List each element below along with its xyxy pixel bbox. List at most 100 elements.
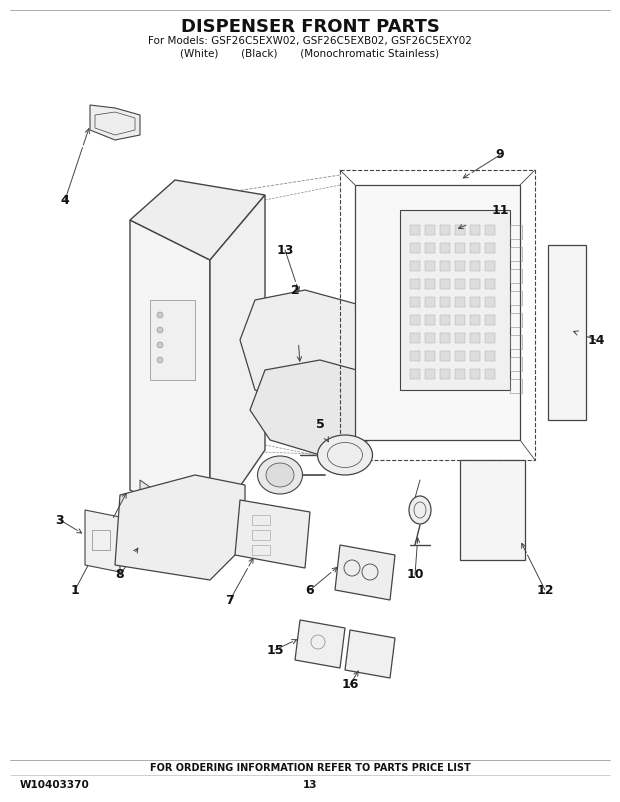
- Text: W10403370: W10403370: [20, 780, 90, 790]
- Bar: [470, 225, 480, 235]
- Bar: [410, 369, 420, 379]
- Bar: [425, 333, 435, 343]
- FancyBboxPatch shape: [355, 185, 520, 440]
- Bar: [470, 315, 480, 325]
- Bar: [410, 243, 420, 253]
- Bar: [485, 225, 495, 235]
- Bar: [510, 291, 522, 305]
- Bar: [455, 351, 465, 361]
- Bar: [455, 261, 465, 271]
- Bar: [510, 379, 522, 393]
- Bar: [410, 351, 420, 361]
- Bar: [252, 530, 270, 540]
- Polygon shape: [130, 180, 265, 260]
- Polygon shape: [210, 195, 265, 530]
- Ellipse shape: [317, 435, 373, 475]
- Polygon shape: [235, 500, 310, 568]
- Bar: [485, 369, 495, 379]
- Bar: [440, 297, 450, 307]
- Bar: [410, 225, 420, 235]
- Text: eReplacementParts.com: eReplacementParts.com: [162, 420, 418, 440]
- Bar: [425, 297, 435, 307]
- Text: 3: 3: [56, 513, 64, 526]
- Text: DISPENSER FRONT PARTS: DISPENSER FRONT PARTS: [180, 18, 440, 36]
- Bar: [510, 335, 522, 349]
- Bar: [470, 261, 480, 271]
- Bar: [410, 261, 420, 271]
- Text: 7: 7: [226, 593, 234, 606]
- Bar: [425, 243, 435, 253]
- Ellipse shape: [409, 496, 431, 524]
- Text: 14: 14: [587, 334, 604, 346]
- Bar: [485, 243, 495, 253]
- Text: 6: 6: [306, 584, 314, 597]
- Bar: [440, 369, 450, 379]
- Polygon shape: [115, 475, 245, 580]
- Text: 2: 2: [291, 283, 299, 297]
- Ellipse shape: [257, 456, 303, 494]
- Bar: [455, 297, 465, 307]
- FancyBboxPatch shape: [548, 245, 586, 420]
- Circle shape: [157, 357, 163, 363]
- Bar: [425, 369, 435, 379]
- FancyBboxPatch shape: [460, 460, 525, 560]
- Bar: [455, 279, 465, 289]
- Polygon shape: [140, 480, 210, 545]
- Circle shape: [157, 312, 163, 318]
- Bar: [440, 243, 450, 253]
- Bar: [455, 369, 465, 379]
- Bar: [252, 515, 270, 525]
- Bar: [485, 333, 495, 343]
- Text: 15: 15: [266, 643, 284, 657]
- Bar: [410, 333, 420, 343]
- Text: 8: 8: [116, 569, 125, 581]
- FancyBboxPatch shape: [150, 300, 195, 380]
- Bar: [92, 530, 110, 550]
- Text: 9: 9: [495, 148, 504, 161]
- Bar: [440, 261, 450, 271]
- Bar: [510, 225, 522, 239]
- Circle shape: [157, 342, 163, 348]
- Polygon shape: [85, 510, 120, 572]
- Text: 5: 5: [316, 419, 324, 431]
- Ellipse shape: [266, 463, 294, 487]
- Polygon shape: [240, 290, 370, 410]
- Bar: [485, 315, 495, 325]
- Bar: [410, 297, 420, 307]
- Polygon shape: [90, 105, 140, 140]
- Bar: [485, 351, 495, 361]
- Bar: [470, 351, 480, 361]
- Bar: [440, 351, 450, 361]
- Bar: [252, 545, 270, 555]
- Bar: [455, 315, 465, 325]
- Text: FOR ORDERING INFORMATION REFER TO PARTS PRICE LIST: FOR ORDERING INFORMATION REFER TO PARTS …: [149, 763, 471, 773]
- Polygon shape: [130, 220, 210, 530]
- Bar: [510, 247, 522, 261]
- Bar: [440, 225, 450, 235]
- Bar: [440, 279, 450, 289]
- Text: For Models: GSF26C5EXW02, GSF26C5EXB02, GSF26C5EXY02: For Models: GSF26C5EXW02, GSF26C5EXB02, …: [148, 36, 472, 46]
- FancyBboxPatch shape: [400, 210, 510, 390]
- Bar: [470, 297, 480, 307]
- Bar: [470, 243, 480, 253]
- Text: 16: 16: [342, 678, 359, 691]
- Bar: [510, 313, 522, 327]
- Bar: [410, 315, 420, 325]
- Bar: [485, 261, 495, 271]
- Bar: [440, 333, 450, 343]
- Text: (White)       (Black)       (Monochromatic Stainless): (White) (Black) (Monochromatic Stainless…: [180, 49, 440, 59]
- Bar: [455, 333, 465, 343]
- Bar: [455, 225, 465, 235]
- Bar: [455, 243, 465, 253]
- Bar: [440, 315, 450, 325]
- Text: 12: 12: [536, 584, 554, 597]
- Bar: [510, 269, 522, 283]
- Text: 1: 1: [71, 584, 79, 597]
- Bar: [470, 279, 480, 289]
- Circle shape: [157, 327, 163, 333]
- Bar: [425, 315, 435, 325]
- Text: 11: 11: [491, 204, 509, 217]
- Polygon shape: [335, 545, 395, 600]
- Bar: [410, 279, 420, 289]
- Text: 10: 10: [406, 569, 423, 581]
